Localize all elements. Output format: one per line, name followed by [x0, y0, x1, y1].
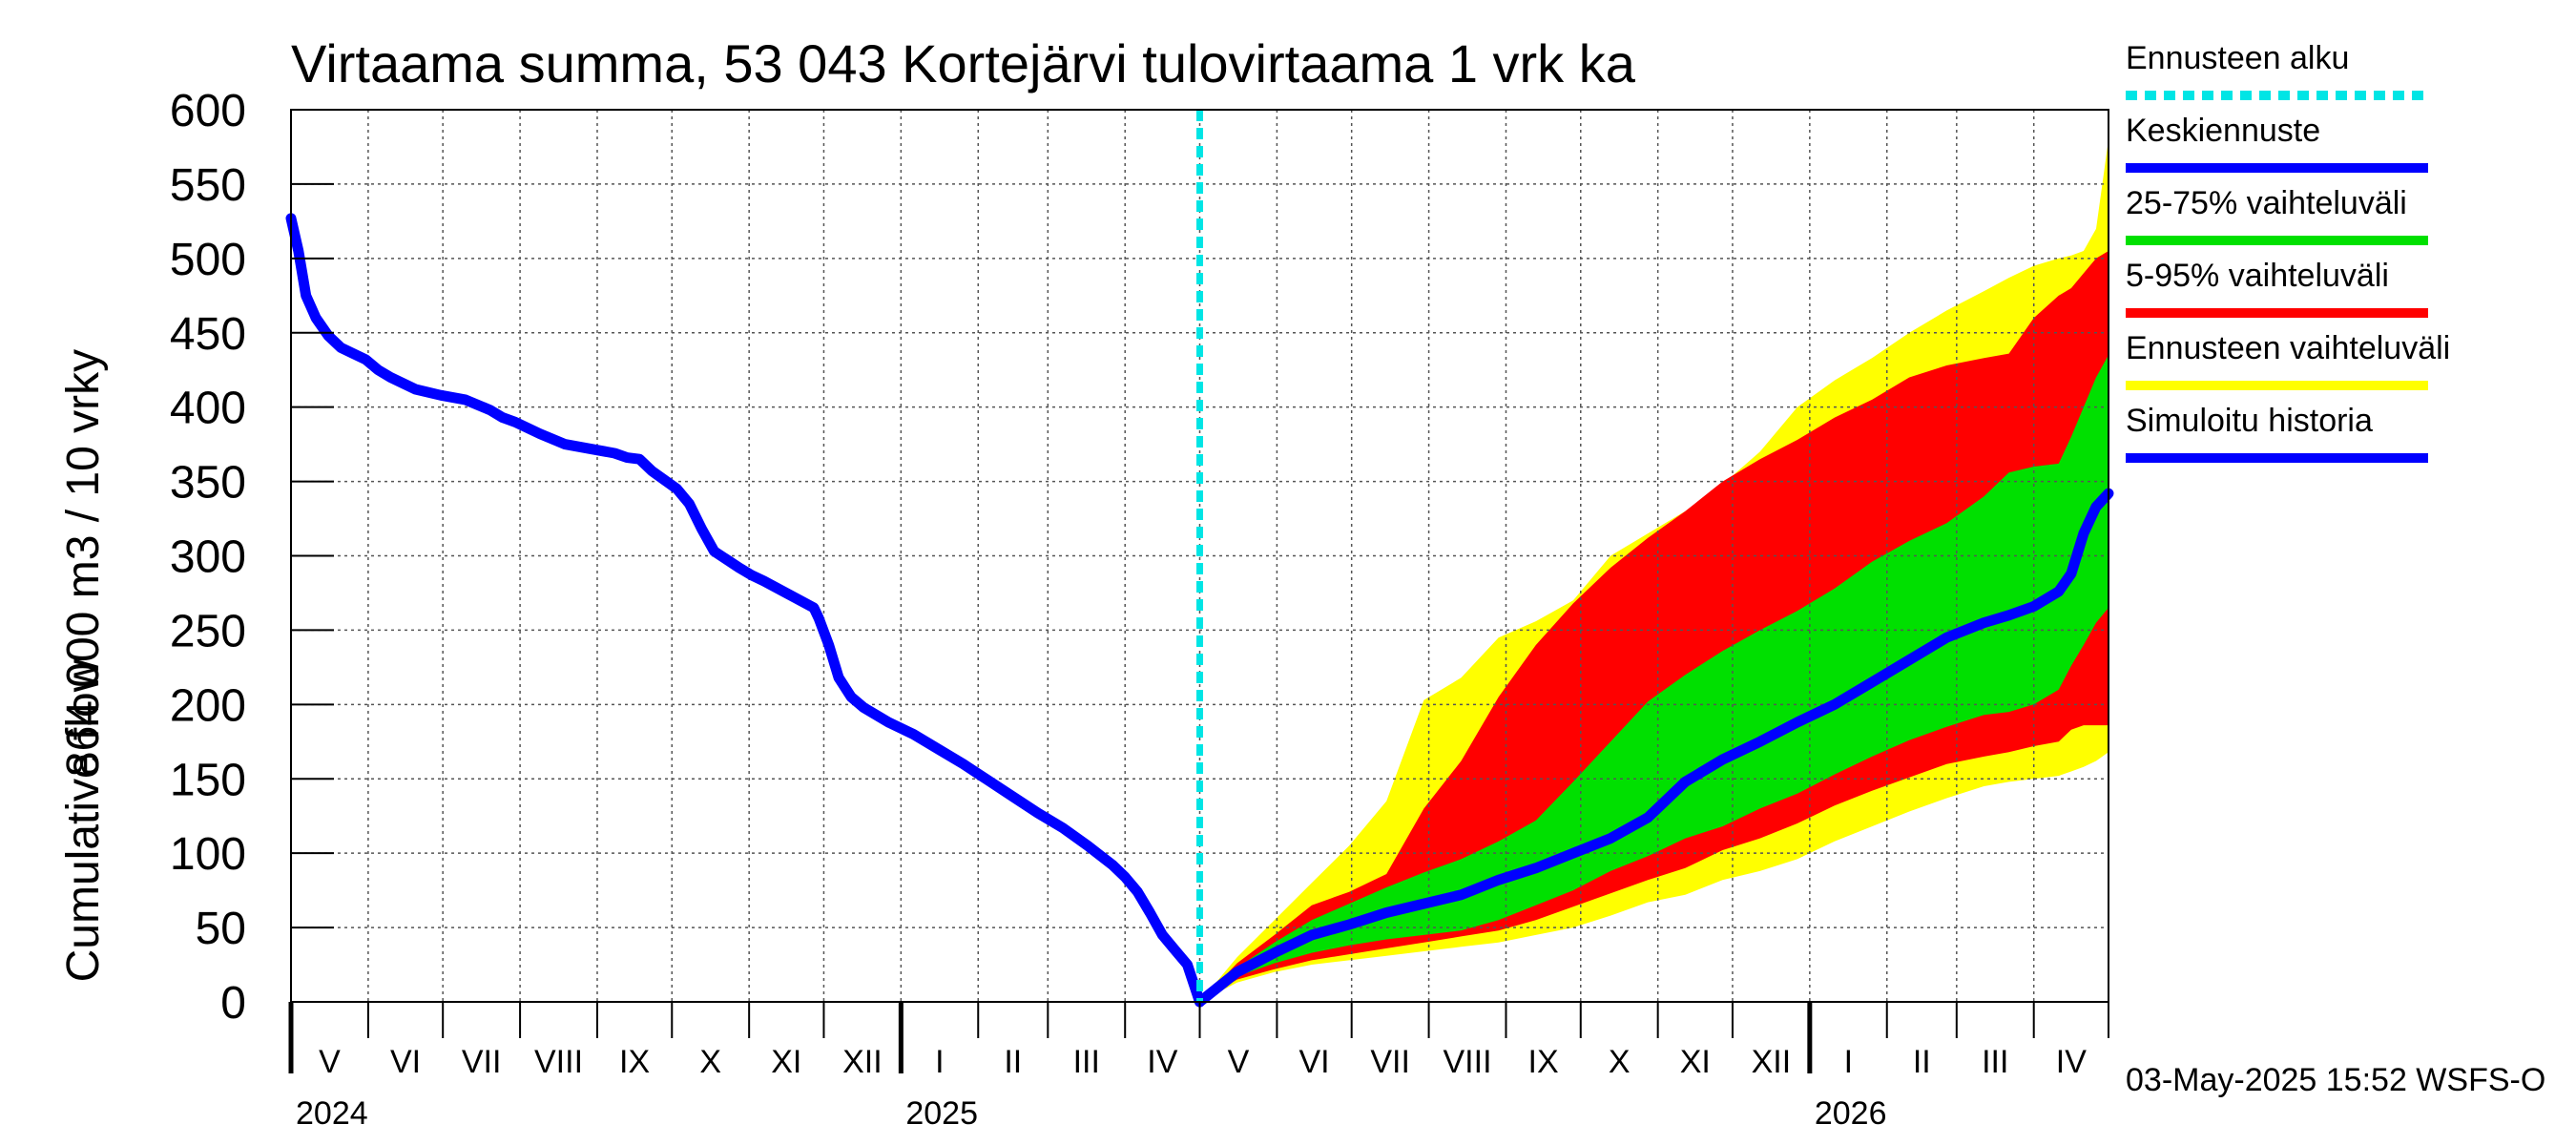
chart-title: Virtaama summa, 53 043 Kortejärvi tulovi… [291, 33, 1636, 94]
y-tick-label-550: 550 [170, 160, 246, 211]
x-month-label-17: X [1609, 1044, 1631, 1080]
x-year-label-2025: 2025 [905, 1095, 978, 1132]
x-month-label-15: VIII [1444, 1044, 1492, 1080]
y-axis-label-fi: 864 000 m3 / 10 vrky [58, 349, 109, 777]
x-month-label-23: IV [2056, 1044, 2087, 1080]
legend-label-2: 25-75% vaihteluväli [2126, 185, 2407, 221]
y-tick-label-500: 500 [170, 235, 246, 285]
legend-label-0: Ennusteen alku [2126, 40, 2349, 76]
x-month-label-22: III [1982, 1044, 2008, 1080]
y-tick-label-300: 300 [170, 532, 246, 583]
x-month-label-10: III [1073, 1044, 1100, 1080]
x-month-label-20: I [1844, 1044, 1853, 1080]
x-month-label-21: II [1913, 1044, 1931, 1080]
x-month-label-5: X [699, 1044, 721, 1080]
x-month-label-8: I [935, 1044, 944, 1080]
x-month-label-6: XI [771, 1044, 801, 1080]
y-tick-label-50: 50 [196, 904, 246, 954]
x-month-label-12: V [1228, 1044, 1250, 1080]
band-p5-95 [1199, 251, 2109, 1002]
y-tick-label-400: 400 [170, 384, 246, 434]
y-tick-label-0: 0 [220, 978, 246, 1029]
x-month-label-7: XII [842, 1044, 883, 1080]
x-month-label-14: VII [1370, 1044, 1410, 1080]
legend-label-1: Keskiennuste [2126, 113, 2320, 149]
x-year-label-2026: 2026 [1815, 1095, 1887, 1132]
x-month-label-4: IX [619, 1044, 650, 1080]
history-line [285, 213, 1205, 1008]
median-forecast-line [1195, 488, 2114, 1008]
x-year-label-2024: 2024 [296, 1095, 368, 1132]
legend-label-4: Ennusteen vaihteluväli [2126, 330, 2450, 366]
series-lines [285, 110, 2114, 1008]
y-axis-label-en: Cumulative flow [58, 658, 109, 982]
y-tick-label-100: 100 [170, 829, 246, 880]
x-month-label-11: IV [1147, 1044, 1177, 1080]
x-month-label-2: VII [462, 1044, 502, 1080]
x-month-label-19: XII [1752, 1044, 1792, 1080]
legend-label-5: Simuloitu historia [2126, 403, 2373, 439]
x-month-label-0: V [319, 1044, 341, 1080]
y-tick-label-250: 250 [170, 606, 246, 656]
y-tick-label-600: 600 [170, 86, 246, 136]
x-month-label-13: VI [1298, 1044, 1329, 1080]
y-tick-label-200: 200 [170, 680, 246, 731]
x-month-label-9: II [1004, 1044, 1022, 1080]
x-month-label-3: VIII [534, 1044, 583, 1080]
y-tick-label-450: 450 [170, 309, 246, 360]
y-tick-label-150: 150 [170, 755, 246, 805]
x-month-label-18: XI [1680, 1044, 1711, 1080]
x-month-label-16: IX [1528, 1044, 1559, 1080]
y-tick-label-350: 350 [170, 458, 246, 509]
legend-label-3: 5-95% vaihteluväli [2126, 258, 2389, 294]
forecast-bands [1199, 139, 2109, 1003]
x-month-label-1: VI [390, 1044, 421, 1080]
legend: Ennusteen alku Keskiennuste 25-75% vaihtel… [2126, 40, 2450, 463]
band-p25-75 [1199, 355, 2109, 1003]
timestamp: 03-May-2025 15:52 WSFS-O [2126, 1062, 2545, 1098]
